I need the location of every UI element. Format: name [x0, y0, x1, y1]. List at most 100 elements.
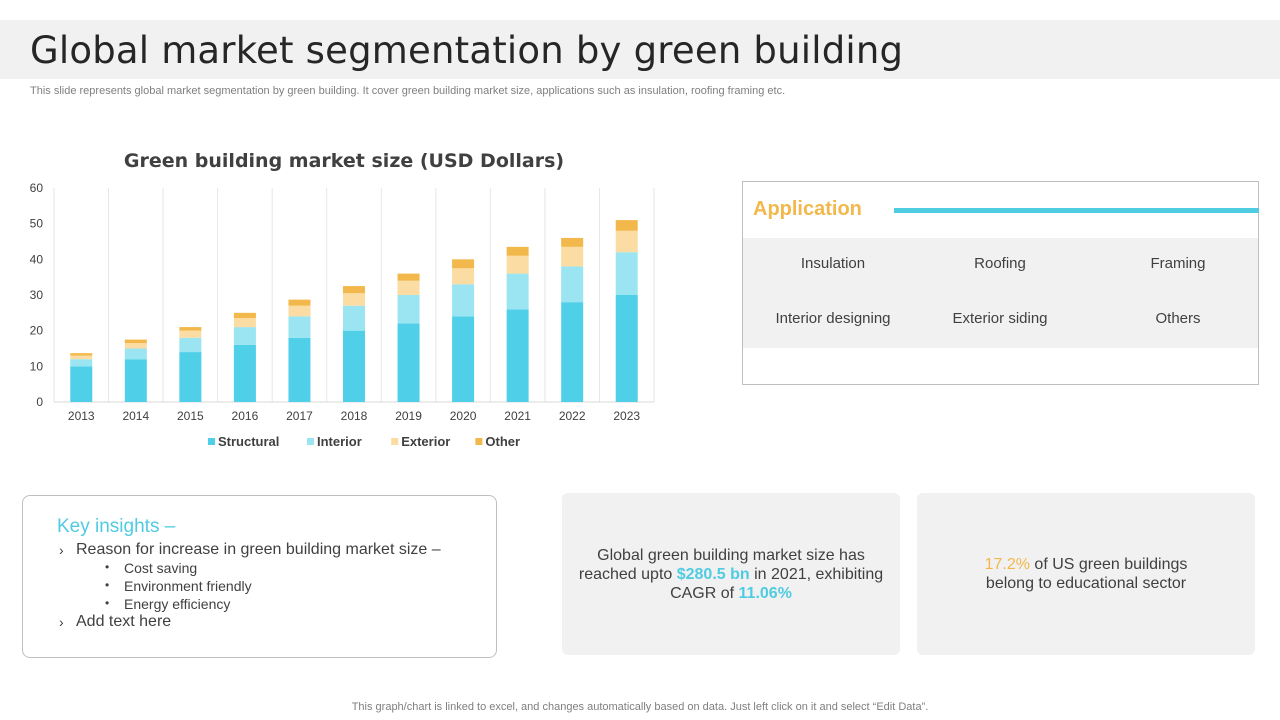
x-tick-label: 2020: [450, 409, 477, 423]
insight-bullet: Energy efficiency: [124, 596, 231, 612]
education-share-text: 17.2% of US green buildings belong to ed…: [985, 555, 1188, 593]
market-size-text: Global green building market size has re…: [579, 546, 883, 603]
bar-segment-structural: [70, 366, 93, 402]
legend-label: Structural: [218, 434, 279, 449]
bar-segment-other: [233, 312, 256, 319]
market-size-post: in 2021, exhibiting: [754, 565, 884, 583]
bar-segment-exterior: [179, 330, 202, 338]
bar-segment-other: [506, 246, 529, 256]
bar-segment-exterior: [343, 293, 365, 306]
application-title: Application: [753, 198, 862, 220]
bar-segment-exterior: [288, 305, 311, 317]
x-tick-label: 2021: [504, 409, 531, 423]
insight-add-text[interactable]: Add text here: [76, 613, 172, 630]
bar-segment-other: [561, 237, 584, 247]
education-share-text-1: of US green buildings: [1034, 556, 1188, 573]
x-tick-label: 2013: [68, 409, 95, 423]
y-tick-label: 60: [30, 181, 44, 195]
y-tick-label: 10: [30, 359, 44, 373]
bar-segment-structural: [343, 330, 365, 402]
bar-segment-structural: [397, 323, 420, 402]
bar-segment-other: [179, 327, 202, 331]
y-tick-label: 50: [30, 217, 44, 231]
bar-segment-structural: [124, 359, 147, 402]
x-tick-label: 2023: [613, 409, 640, 423]
x-tick-label: 2022: [559, 409, 586, 423]
bar-segment-interior: [124, 348, 147, 360]
insight-bullet: Cost saving: [124, 560, 198, 576]
y-tick-label: 0: [36, 395, 43, 409]
bar-segment-other: [452, 259, 475, 269]
market-size-pre: reached upto: [578, 565, 673, 583]
bar-segment-interior: [561, 266, 584, 303]
bar-segment-other: [124, 339, 147, 344]
y-tick-label: 20: [30, 324, 44, 338]
legend-label: Exterior: [401, 434, 450, 449]
bar-segment-interior: [233, 327, 256, 345]
bar-segment-other: [288, 299, 311, 306]
y-tick-label: 30: [30, 288, 44, 302]
bar-segment-structural: [233, 344, 256, 402]
bullet-icon: •: [105, 578, 110, 592]
bar-segment-structural: [561, 302, 584, 402]
application-item-roofing: Roofing: [974, 255, 1026, 272]
bar-segment-other: [615, 220, 638, 231]
chart-title: Green building market size (USD Dollars): [123, 150, 565, 172]
x-tick-label: 2015: [177, 409, 204, 423]
application-accent-line: [894, 208, 1259, 213]
application-item-insulation: Insulation: [800, 255, 866, 272]
education-share-line-1: 17.2% of US green buildings: [985, 555, 1188, 574]
chevron-right-icon: ›: [59, 542, 64, 558]
bar-segment-structural: [288, 337, 311, 402]
bar-segment-other: [70, 353, 93, 356]
bar-segment-structural: [179, 352, 202, 402]
legend-swatch: [208, 438, 215, 445]
x-tick-label: 2019: [395, 409, 422, 423]
x-tick-label: 2014: [122, 409, 149, 423]
bar-segment-structural: [506, 309, 529, 402]
bullet-icon: •: [105, 560, 110, 574]
page-title: Global market segmentation by green buil…: [30, 29, 904, 72]
market-size-card: Global green building market size has re…: [562, 493, 900, 655]
bar-segment-other: [397, 273, 420, 281]
bar-segment-structural: [615, 295, 638, 402]
bar-segment-interior: [179, 337, 202, 353]
bar-segment-interior: [397, 295, 420, 324]
bar-segment-exterior: [561, 246, 584, 267]
cagr-value: 11.06%: [738, 584, 792, 602]
bar-segment-exterior: [615, 230, 638, 253]
bullet-icon: •: [105, 596, 110, 610]
insight-bullet: Environment friendly: [124, 578, 252, 594]
bar-segment-interior: [70, 359, 93, 367]
title-band: [0, 20, 1280, 79]
x-tick-label: 2017: [286, 409, 313, 423]
application-item-exterior-siding: Exterior siding: [952, 310, 1048, 327]
education-share-card: 17.2% of US green buildings belong to ed…: [917, 493, 1255, 655]
bar-segment-interior: [288, 316, 311, 338]
key-insights-box: Key insights – › Reason for increase in …: [22, 495, 497, 658]
y-tick-label: 40: [30, 252, 44, 266]
market-size-value: $280.5 bn: [676, 565, 750, 583]
bar-segment-other: [343, 286, 365, 294]
bar-segment-interior: [343, 305, 365, 331]
application-grid: Insulation Roofing Framing Interior desi…: [743, 238, 1258, 348]
legend-swatch: [475, 438, 483, 445]
legend-label: Other: [485, 434, 520, 449]
market-size-chart: 0 10 20 30 40 50 60 2013 2014 2015 2016 2017 2018 201…: [30, 181, 655, 449]
market-size-line-2: reached upto $280.5 bn in 2021, exhibiti…: [579, 565, 883, 584]
bar-segment-exterior: [124, 343, 147, 349]
x-tick-label: 2016: [232, 409, 259, 423]
legend-swatch: [391, 438, 399, 445]
application-panel: Application Insulation Roofing Framing I…: [742, 181, 1259, 385]
education-share-value: 17.2%: [984, 556, 1030, 573]
application-item-others: Others: [1155, 310, 1201, 327]
legend-swatch: [307, 438, 314, 445]
application-item-interior-designing: Interior designing: [775, 310, 891, 327]
insight-reason: Reason for increase in green building ma…: [76, 541, 441, 558]
education-share-line-2: belong to educational sector: [985, 575, 1187, 592]
bar-segment-exterior: [70, 355, 93, 360]
bar-segment-exterior: [233, 318, 256, 328]
bar-segment-exterior: [397, 280, 420, 295]
application-item-framing: Framing: [1150, 255, 1206, 272]
bar-segment-interior: [452, 284, 475, 317]
